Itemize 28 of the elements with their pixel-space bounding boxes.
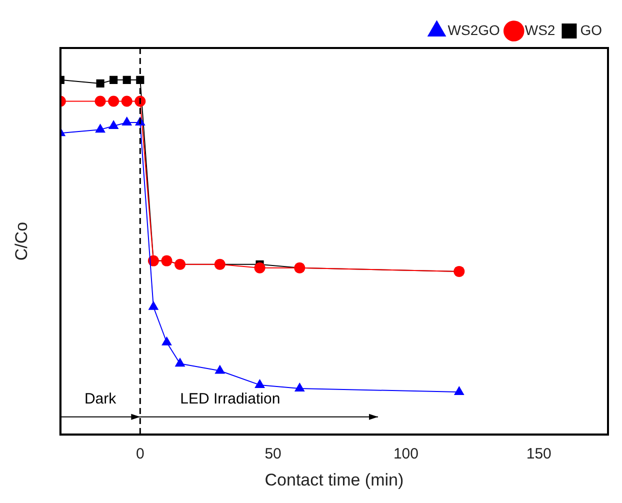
point — [95, 124, 106, 133]
legend-label: WS2GO — [448, 22, 500, 38]
point — [162, 336, 172, 346]
point — [215, 365, 225, 374]
point — [108, 96, 120, 107]
point — [254, 379, 265, 388]
x-tick-label: 0 — [136, 446, 144, 463]
legend-label: WS2 — [524, 22, 556, 38]
point — [454, 386, 464, 396]
point — [294, 382, 304, 392]
x-tick-label: 100 — [393, 446, 418, 463]
point — [122, 76, 131, 84]
x-tick-label: 50 — [264, 446, 282, 463]
point — [122, 116, 132, 126]
point — [108, 120, 118, 130]
x-axis-title: Contact time (min) — [264, 470, 404, 490]
point — [254, 262, 266, 274]
point — [94, 96, 106, 107]
legend-label: GO — [580, 22, 602, 38]
y-axis-title: C/Co — [12, 222, 31, 261]
point — [96, 79, 104, 88]
annotation: Dark — [84, 390, 117, 408]
point — [175, 358, 185, 367]
point — [121, 96, 132, 107]
annotation: LED Irradiation — [180, 390, 280, 408]
point — [148, 301, 158, 310]
x-tick-label: 150 — [526, 446, 552, 463]
point — [110, 76, 118, 84]
